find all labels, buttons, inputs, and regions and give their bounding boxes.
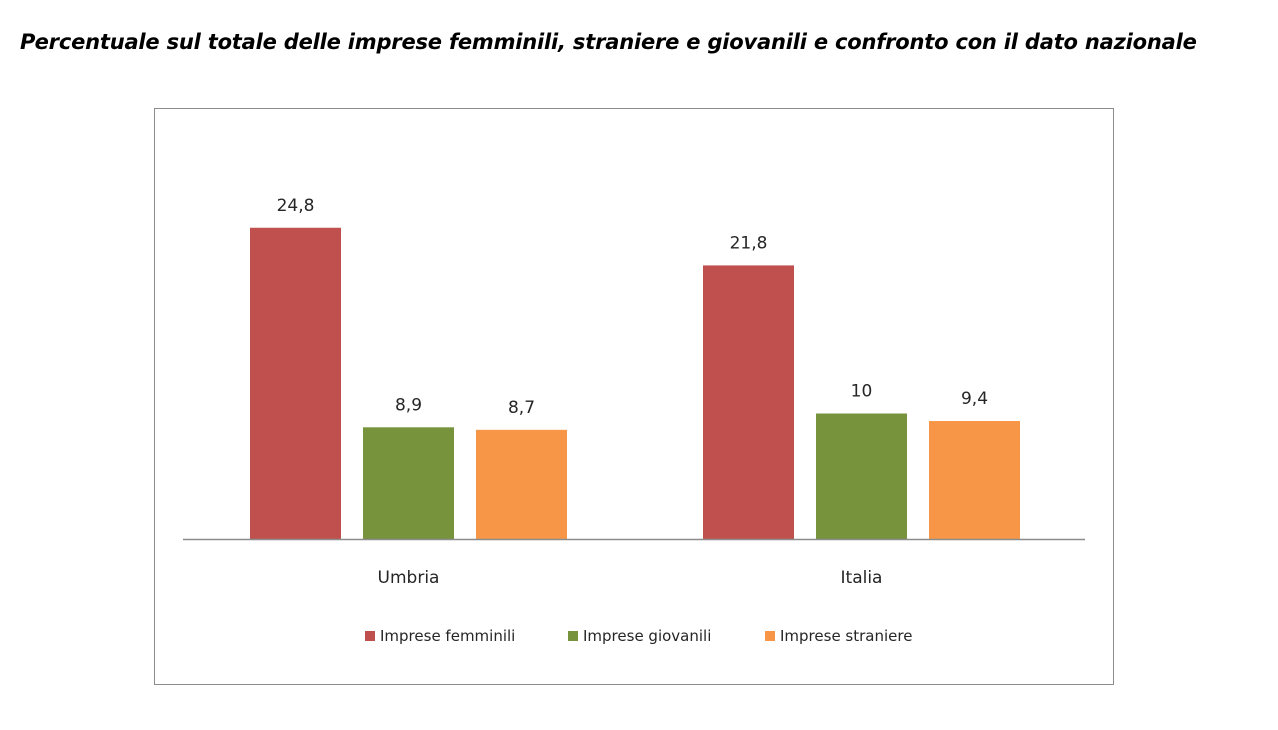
- legend-label: Imprese giovanili: [583, 627, 711, 645]
- data-label: 10: [851, 382, 873, 402]
- legend-swatch-imprese-giovanili: [568, 631, 578, 641]
- category-label: Umbria: [378, 568, 440, 588]
- category-label: Italia: [841, 568, 883, 588]
- bar-umbria-imprese-giovanili: [363, 427, 454, 539]
- legend-label: Imprese straniere: [780, 627, 912, 645]
- data-label: 21,8: [730, 233, 768, 253]
- page-title: Percentuale sul totale delle imprese fem…: [20, 30, 1197, 54]
- data-label: 24,8: [277, 196, 315, 216]
- bar-chart: 24,8 8,9 8,7 Umbria 21,8 10 9,4 Italia Imprese f…: [183, 196, 1085, 645]
- chart-area: 24,8 8,9 8,7 Umbria 21,8 10 9,4 Italia Imprese f…: [154, 108, 1114, 685]
- bar-italia-imprese-giovanili: [816, 413, 907, 539]
- data-label: 8,9: [395, 395, 422, 415]
- data-label: 9,4: [961, 389, 988, 409]
- data-label: 8,7: [508, 398, 535, 418]
- bar-umbria-imprese-femminili: [250, 227, 341, 539]
- bar-umbria-imprese-straniere: [476, 429, 567, 539]
- legend-swatch-imprese-straniere: [765, 631, 775, 641]
- bar-italia-imprese-straniere: [929, 421, 1020, 539]
- legend-label: Imprese femminili: [380, 627, 515, 645]
- bar-italia-imprese-femminili: [703, 265, 794, 539]
- legend-swatch-imprese-femminili: [365, 631, 375, 641]
